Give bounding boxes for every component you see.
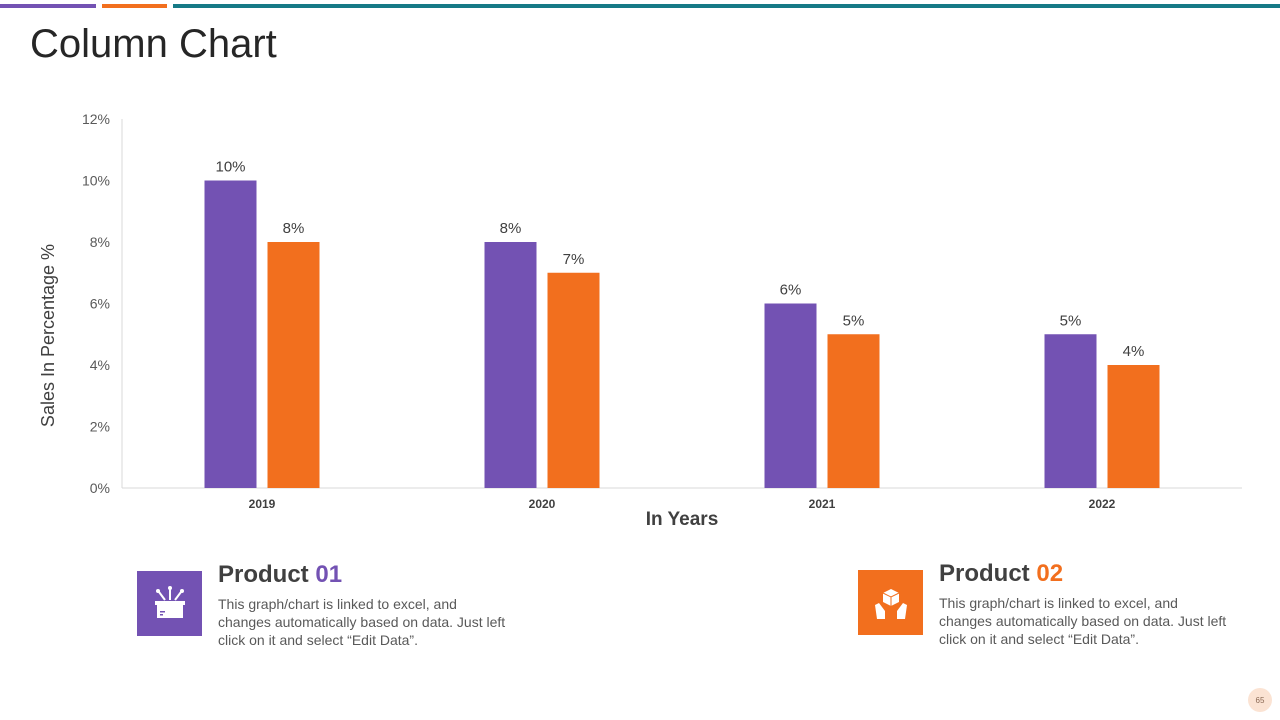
- data-label: 6%: [780, 282, 802, 299]
- accent-bar-purple: [0, 4, 96, 8]
- data-label: 5%: [1060, 312, 1082, 329]
- bar-1-2020: [484, 242, 537, 488]
- data-label: 7%: [563, 251, 585, 268]
- bar-2-2019: [267, 242, 320, 488]
- column-chart[interactable]: 0% 2% 4% 6% 8% 10% 12% 10% 8% 2019 8% 7% 2020 6% 5% 202…: [0, 0, 1280, 560]
- bar-2-2022: [1107, 365, 1160, 488]
- product-02-title-prefix: Product: [939, 560, 1030, 587]
- data-label: 8%: [283, 220, 305, 237]
- bar-2-2020: [547, 272, 600, 488]
- bar-1-2021: [764, 303, 817, 488]
- accent-bar-orange: [102, 4, 167, 8]
- product-02-description: This graph/chart is linked to excel, and…: [939, 595, 1227, 647]
- product-01-title-prefix: Product: [218, 561, 309, 588]
- y-tick-label: 12%: [82, 111, 110, 127]
- y-tick-label: 10%: [82, 173, 110, 189]
- x-tick-label: 2019: [249, 497, 276, 511]
- product-02-number: 02: [1036, 560, 1064, 587]
- accent-bar-teal: [173, 4, 1280, 8]
- page-title: Column Chart: [30, 22, 277, 66]
- y-tick-label: 4%: [90, 357, 110, 373]
- product-01-number: 01: [315, 561, 343, 588]
- bar-1-2022: [1044, 334, 1097, 488]
- data-label: 8%: [500, 220, 522, 237]
- x-tick-label: 2020: [529, 497, 556, 511]
- x-tick-label: 2022: [1089, 497, 1116, 511]
- y-tick-label: 2%: [90, 419, 110, 435]
- bar-1-2019: [204, 180, 257, 488]
- x-tick-label: 2021: [809, 497, 836, 511]
- product-02-title: Product 02: [939, 560, 1063, 588]
- hands-holding-box-icon: [858, 570, 923, 635]
- page-number: 65: [1248, 688, 1272, 712]
- x-axis-title: In Years: [646, 509, 719, 530]
- data-label: 5%: [843, 312, 865, 329]
- data-label: 10%: [215, 159, 245, 176]
- y-tick-label: 8%: [90, 234, 110, 250]
- data-label: 4%: [1123, 343, 1145, 360]
- gift-box-icon: [137, 571, 202, 636]
- y-tick-label: 0%: [90, 480, 110, 496]
- product-01-title: Product 01: [218, 561, 342, 589]
- y-axis-title: Sales In Percentage %: [38, 244, 58, 427]
- y-tick-label: 6%: [90, 296, 110, 312]
- product-01-description: This graph/chart is linked to excel, and…: [218, 596, 506, 648]
- bar-2-2021: [827, 334, 880, 488]
